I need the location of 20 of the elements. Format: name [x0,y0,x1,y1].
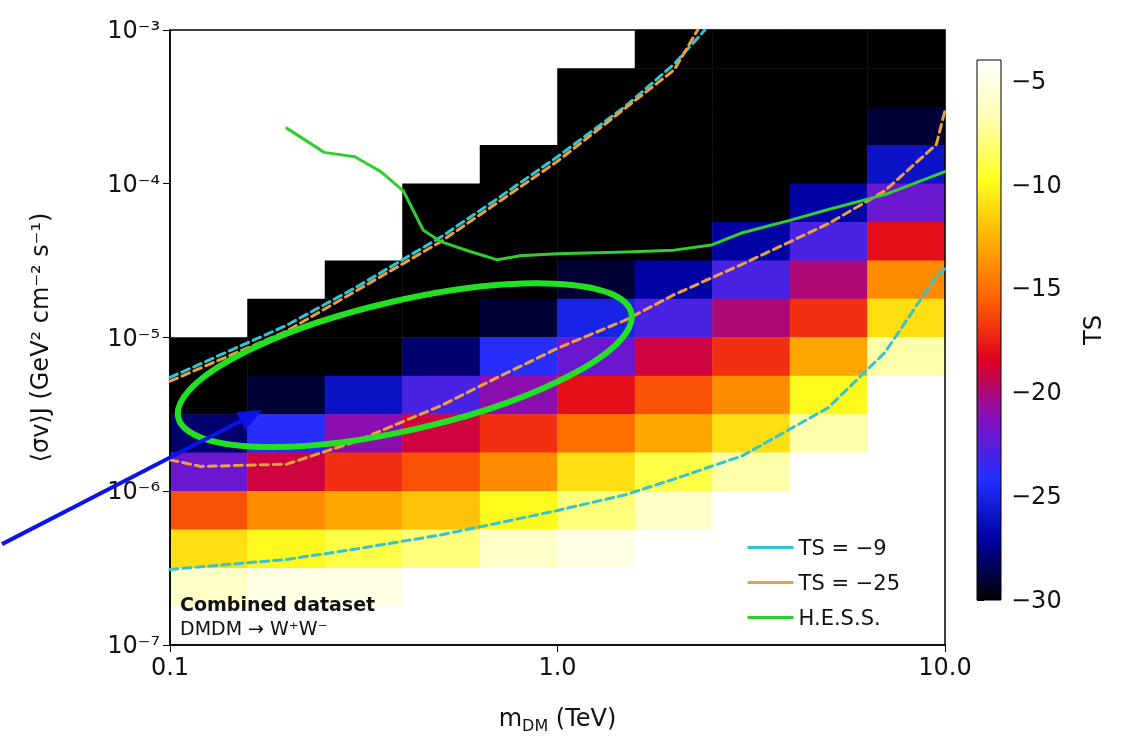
y-tick-label: 10⁻³ [107,16,160,44]
color-bar-label: −25 [1011,482,1062,511]
x-tick-label: 0.1 [150,653,190,681]
annotation: DMDM → W⁺W⁻ [180,616,328,639]
y-tick-label: 10⁻⁵ [107,323,160,352]
x-tick-label: 10.0 [918,653,972,681]
color-bar-title: TS [1079,315,1107,346]
legend-label: TS = −25 [797,570,900,595]
y-axis-title: ⟨σv⟩J (GeV² cm⁻² s⁻¹) [26,212,54,463]
annotation: Combined dataset [180,592,376,615]
color-bar-label: −10 [1011,170,1062,199]
color-bar-label: −20 [1011,378,1062,407]
color-bar-label: −30 [1011,586,1062,614]
color-bar-label: −5 [1011,66,1047,95]
y-tick-label: 10⁻⁶ [107,477,160,506]
color-bar-label: −15 [1011,274,1062,303]
legend-label: TS = −9 [797,535,887,560]
x-tick-label: 1.0 [538,653,577,681]
legend-label: H.E.S.S. [798,605,881,630]
y-tick-label: 10⁻⁴ [107,169,160,198]
